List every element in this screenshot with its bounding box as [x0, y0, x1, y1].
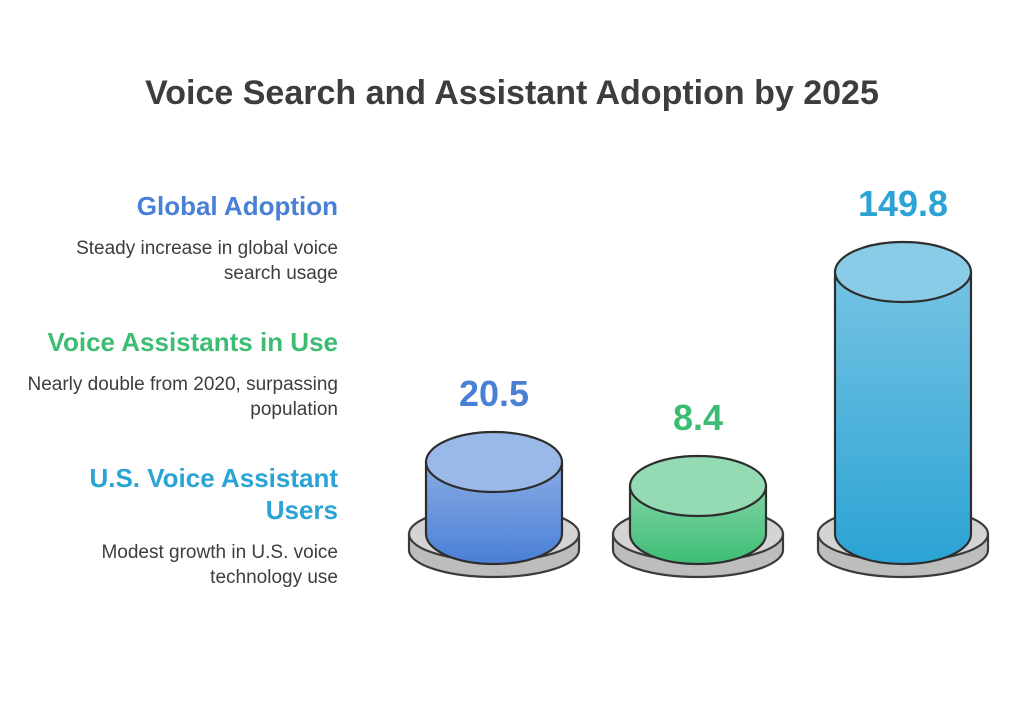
bar-top: [628, 454, 768, 518]
legend-description: Steady increase in global voice search u…: [76, 238, 338, 284]
legend-description: Nearly double from 2020, surpassing popu…: [27, 374, 338, 420]
legend-item-global-adoption: Global Adoption Steady increase in globa…: [18, 190, 338, 286]
chart-title: Voice Search and Assistant Adoption by 2…: [145, 74, 879, 112]
value-label-3: 149.8: [858, 183, 948, 224]
bar-3: [816, 240, 990, 579]
bar-body: [833, 270, 973, 566]
legend-heading: Global Adoption: [136, 191, 338, 221]
legend-description: Modest growth in U.S. voice technology u…: [101, 542, 338, 588]
legend-heading: Voice Assistants in Use: [47, 327, 338, 357]
legend-heading: U.S. Voice Assistant Users: [89, 463, 338, 525]
bar-1: [407, 430, 581, 579]
bar-top: [833, 240, 973, 304]
legend-item-voice-assistants: Voice Assistants in Use Nearly double fr…: [18, 326, 338, 422]
bar-2: [611, 454, 785, 579]
legend-item-us-users: U.S. Voice Assistant Users Modest growth…: [18, 462, 338, 590]
value-label-1: 20.5: [459, 373, 529, 414]
bar-top: [424, 430, 564, 494]
value-label-2: 8.4: [673, 397, 723, 438]
